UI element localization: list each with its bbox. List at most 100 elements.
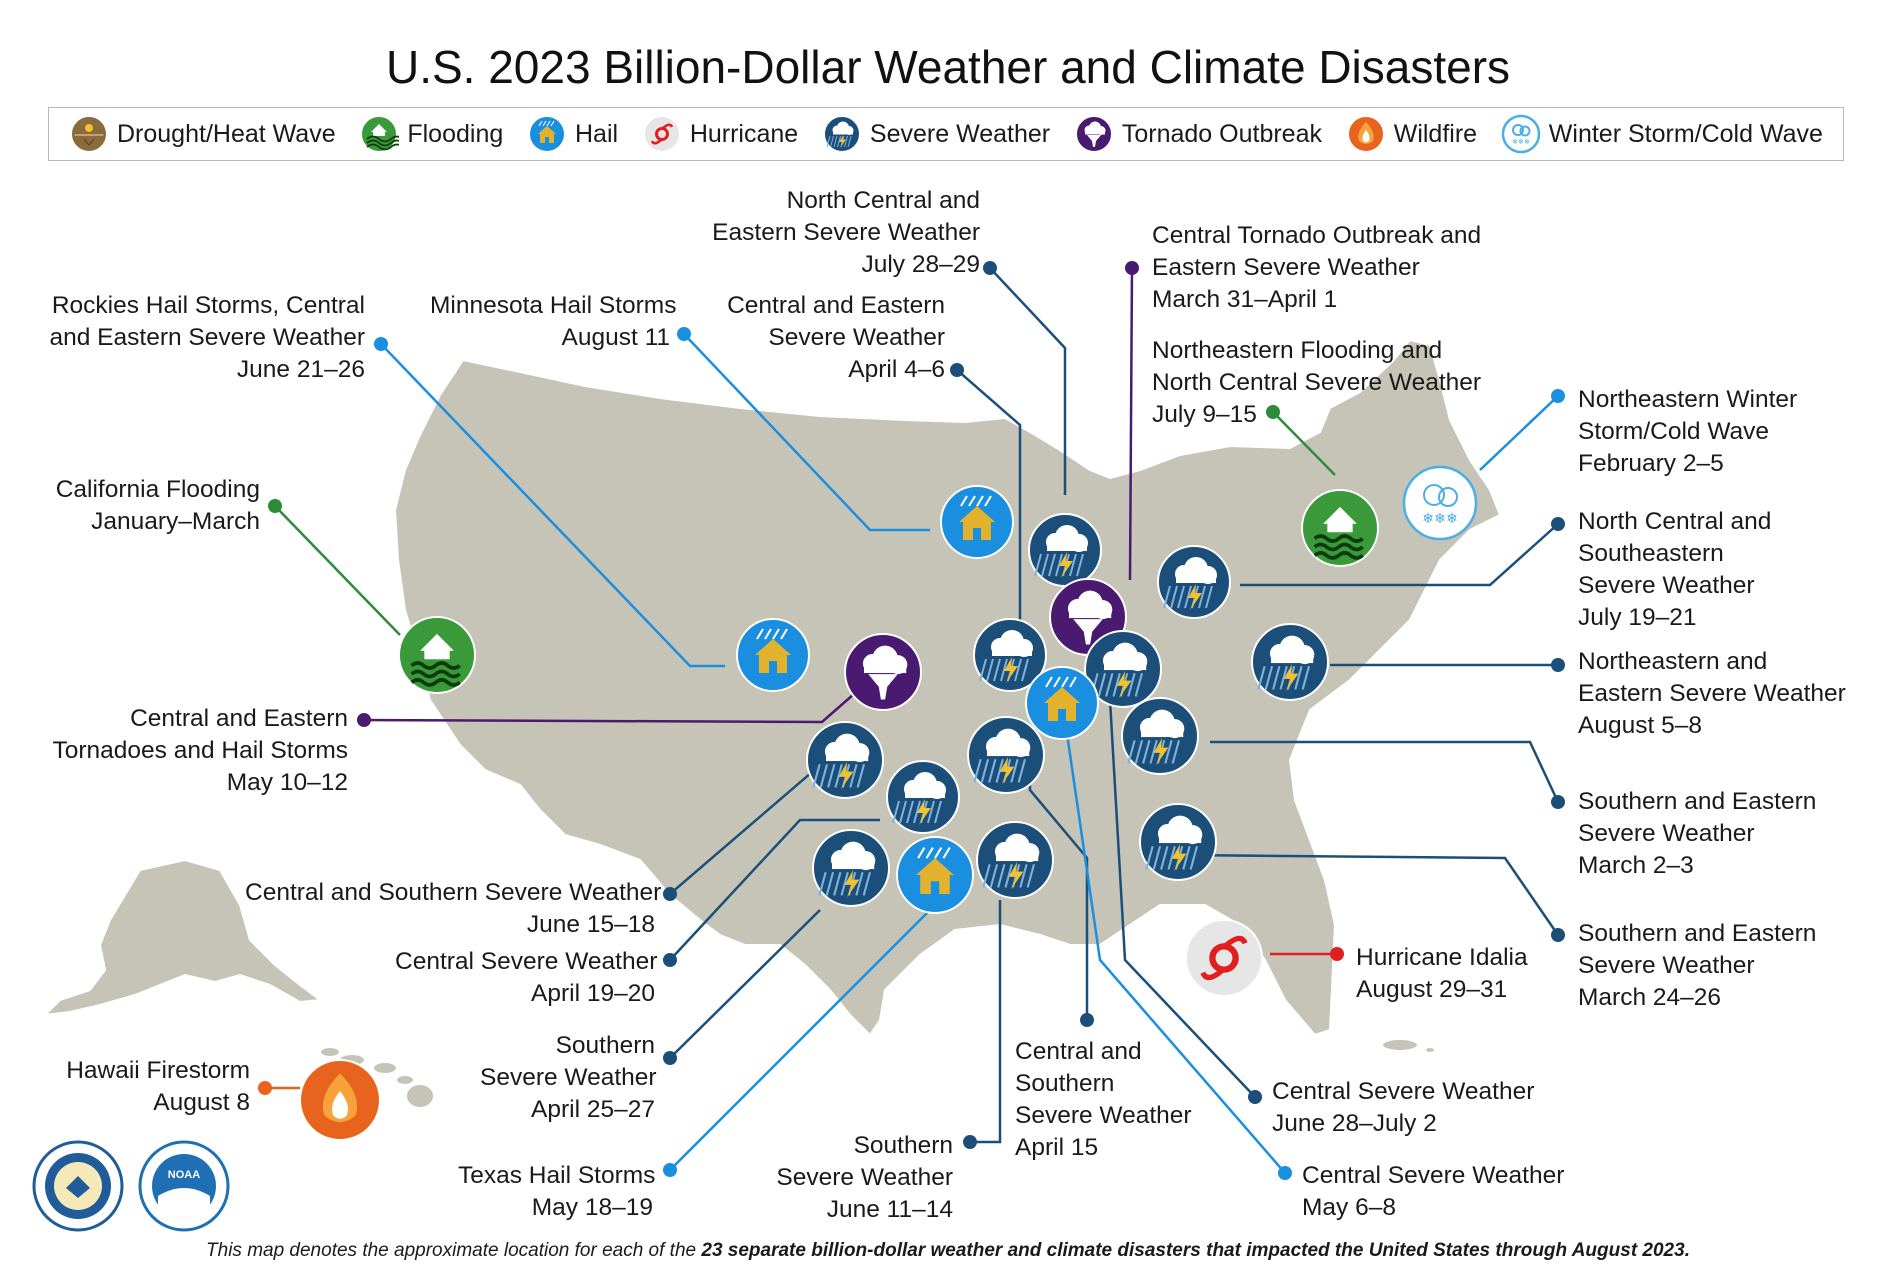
event-name: Texas Hail Storms [458,1162,656,1189]
leader-line [1479,395,1559,471]
event-date: April 15 [1015,1134,1099,1161]
us-landmass [42,338,1502,1109]
event-marker-hail [736,618,810,692]
leader-dot [1551,517,1565,531]
event-label: Central Severe Weather May 6–8 [1302,1160,1602,1224]
leader-dot [663,1051,677,1065]
leader-dot [663,953,677,967]
event-date: March 2–3 [1578,852,1694,879]
legend-item-flooding: Flooding [359,114,503,154]
event-label: California Flooding January–March [50,474,260,538]
event-name: Southern Severe Weather [776,1132,953,1191]
event-name: Northeastern Flooding and North Central … [1152,337,1482,396]
leader-dot [1080,1013,1094,1027]
event-label: Central and Eastern Tornadoes and Hail S… [52,703,348,799]
leader-line [669,818,880,961]
event-label: North Central and Eastern Severe Weather… [700,185,980,281]
event-name: Northeastern Winter Storm/Cold Wave [1578,386,1798,445]
event-name: Northeastern and Eastern Severe Weather [1578,648,1846,707]
event-marker-severe [1084,630,1162,708]
event-label: Central and Southern Severe Weather June … [245,877,662,941]
event-name: Southern and Eastern Severe Weather [1578,788,1817,847]
event-name: Central and Southern Severe Weather [1015,1038,1192,1129]
event-date: January–March [91,508,260,535]
winter-storm-icon: ❄ ❄ ❄ [1501,114,1541,154]
event-label: Northeastern and Eastern Severe Weather A… [1578,646,1878,742]
event-name: Central and Southern Severe Weather [245,879,662,906]
tornado-icon [1074,115,1113,153]
leader-dot [963,1135,977,1149]
leader-line [970,900,1002,1144]
leader-line [669,909,821,1059]
leader-dot [357,713,371,727]
event-marker-winter: ❄ ❄ ❄ [1402,465,1478,541]
leader-line [1240,523,1559,587]
event-label: North Central and Southeastern Severe We… [1578,506,1838,634]
event-date: June 11–14 [826,1196,953,1223]
event-date: April 25–27 [531,1096,655,1123]
leader-line [1210,740,1560,803]
event-marker-severe [886,760,960,834]
event-label: Central Tornado Outbreak and Eastern Sev… [1152,220,1512,316]
event-label: Central Severe Weather April 19–20 [395,946,657,1010]
drought-icon [70,115,108,153]
leader-line [989,267,1067,495]
event-date: July 19–21 [1578,604,1697,631]
event-marker-flooding [398,616,476,694]
legend-label: Hurricane [689,119,799,148]
event-name: Southern Severe Weather [480,1032,657,1091]
leader-line [683,333,930,532]
event-label: Hawaii Firestorm August 8 [60,1055,250,1119]
legend-item-tornado: Tornado Outbreak [1074,114,1322,154]
event-name: North Central and Southeastern Severe We… [1578,508,1772,599]
leader-line [274,505,401,636]
map-title: U.S. 2023 Billion-Dollar Weather and Cli… [385,41,1511,93]
event-name: Hurricane Idalia [1356,944,1528,971]
event-date: May 6–8 [1302,1194,1396,1221]
leader-dot [258,1081,272,1095]
legend-label: Drought/Heat Wave [117,119,336,148]
event-marker-severe [976,821,1054,899]
hurricane-icon [642,115,681,153]
legend: Drought/Heat Wave Flooding Hail Hurricane Se… [48,107,1844,161]
department-of-commerce-seal [32,1140,124,1232]
leader-dot [677,327,691,341]
leader-dot [1278,1166,1292,1180]
legend-label: Winter Storm/Cold Wave [1548,119,1823,148]
event-label: Rockies Hail Storms, Central and Eastern… [45,290,365,386]
event-date: February 2–5 [1578,450,1724,477]
svg-text:❄: ❄ [1422,511,1434,527]
event-date: April 4–6 [848,356,945,383]
event-marker-tornado [844,633,922,711]
event-date: March 31–April 1 [1152,286,1338,313]
leader-line [669,909,931,1171]
svg-text:❄: ❄ [1434,511,1446,527]
event-name: Central and Eastern Severe Weather [727,292,945,351]
event-date: May 18–19 [531,1194,653,1221]
leader-dot [268,499,282,513]
leader-dot [663,887,677,901]
event-name: Central Severe Weather [1272,1078,1535,1105]
leader-dot [663,1163,677,1177]
event-date: March 24–26 [1578,984,1722,1011]
legend-label: Tornado Outbreak [1121,119,1322,148]
footnote: This map denotes the approximate locatio… [0,1240,1896,1262]
leader-dot [983,261,997,275]
noaa-logo-text: NOAA [168,1169,200,1181]
event-label: Northeastern Winter Storm/Cold Wave Febru… [1578,384,1838,480]
legend-label: Wildfire [1393,119,1478,148]
event-label: Central and Southern Severe Weather April… [1015,1036,1215,1164]
event-marker-hail [896,836,974,914]
leader-dot [950,363,964,377]
leader-dot [1551,928,1565,942]
footnote-prefix: This map denotes the approximate locatio… [206,1240,702,1261]
event-marker-severe [967,716,1045,794]
event-name: Minnesota Hail Storms [430,292,677,319]
puerto-rico-shape [1381,1038,1419,1052]
legend-item-hurricane: Hurricane [642,114,798,154]
leader-dot [374,337,388,351]
event-name: Central Severe Weather [1302,1162,1565,1189]
event-marker-hail [1025,666,1099,740]
legend-item-wildfire: Wildfire [1346,114,1477,154]
svg-text:❄: ❄ [1524,138,1530,146]
